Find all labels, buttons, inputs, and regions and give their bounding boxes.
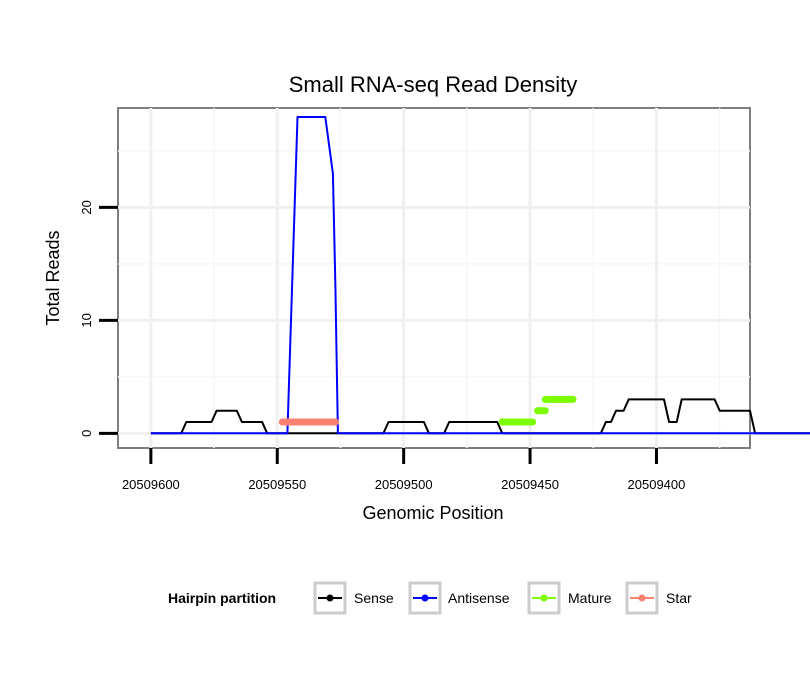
legend-key-point	[638, 594, 646, 602]
y-tick-label: 0	[79, 430, 94, 437]
chart-title: Small RNA-seq Read Density	[289, 72, 578, 97]
y-axis-label: Total Reads	[43, 230, 63, 325]
series-layer	[150, 116, 810, 435]
antisense-series-line	[150, 116, 810, 435]
y-tick-label: 10	[79, 313, 94, 327]
legend-key-point	[326, 594, 334, 602]
legend: Hairpin partition Sense Antisense Mature St…	[168, 581, 692, 615]
x-tick-label: 20509550	[248, 477, 306, 492]
legend-label-antisense: Antisense	[448, 590, 510, 606]
x-tick-label: 20509400	[628, 477, 686, 492]
axis-layer: 20509600 20509550 20509500 20509450 20509400…	[79, 200, 685, 492]
legend-label-mature: Mature	[568, 590, 612, 606]
legend-label-star: Star	[666, 590, 692, 606]
x-tick-label: 20509450	[501, 477, 559, 492]
x-axis-label: Genomic Position	[362, 503, 503, 523]
legend-key-point	[421, 594, 429, 602]
x-tick-label: 20509600	[122, 477, 180, 492]
legend-title: Hairpin partition	[168, 590, 276, 606]
y-tick-label: 20	[79, 200, 94, 214]
x-tick-label: 20509500	[375, 477, 433, 492]
legend-key-point	[540, 594, 548, 602]
plot-panel	[117, 107, 751, 449]
legend-label-sense: Sense	[354, 590, 394, 606]
